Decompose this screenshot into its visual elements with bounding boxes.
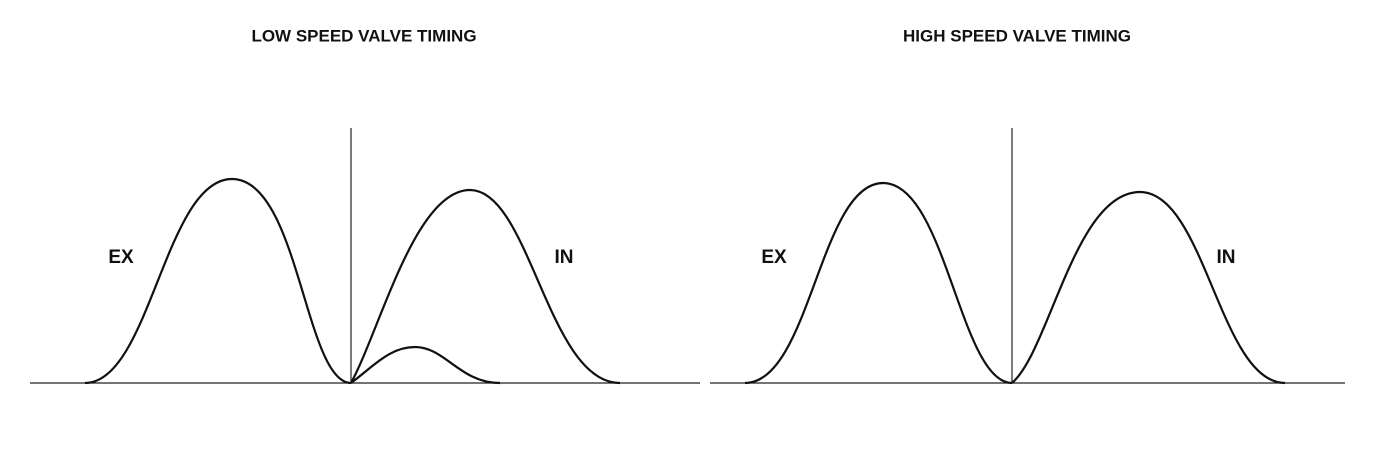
exhaust-curve <box>84 177 352 385</box>
intake-label: IN <box>555 247 574 268</box>
high-speed-panel: HIGH SPEED VALVE TIMING EX IN <box>710 26 1345 385</box>
panel-title: HIGH SPEED VALVE TIMING <box>903 26 1131 45</box>
exhaust-label: EX <box>108 247 134 268</box>
intake-label: IN <box>1217 247 1236 268</box>
exhaust-label: EX <box>761 247 787 268</box>
intake-secondary-curve <box>350 345 501 385</box>
panel-title: LOW SPEED VALVE TIMING <box>251 26 476 45</box>
intake-curve <box>1011 190 1286 385</box>
low-speed-panel: LOW SPEED VALVE TIMING EX IN <box>30 26 700 385</box>
intake-curve <box>350 188 621 385</box>
exhaust-curve <box>744 181 1013 385</box>
